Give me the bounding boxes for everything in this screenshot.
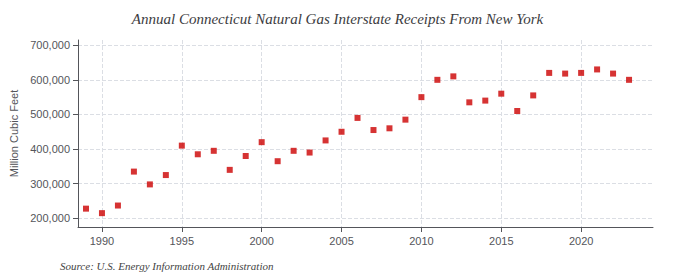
svg-text:600,000: 600,000 (30, 74, 70, 86)
svg-text:2015: 2015 (489, 235, 513, 247)
svg-text:400,000: 400,000 (30, 143, 70, 155)
svg-text:Million Cubic Feet: Million Cubic Feet (8, 90, 20, 177)
svg-text:1990: 1990 (90, 235, 114, 247)
svg-text:500,000: 500,000 (30, 108, 70, 120)
svg-text:2020: 2020 (569, 235, 593, 247)
svg-text:300,000: 300,000 (30, 178, 70, 190)
svg-text:2010: 2010 (409, 235, 433, 247)
svg-text:Annual Connecticut Natural Gas: Annual Connecticut Natural Gas Interstat… (131, 11, 544, 27)
svg-text:Source: U.S. Energy Informatio: Source: U.S. Energy Information Administ… (60, 260, 274, 272)
svg-text:2005: 2005 (329, 235, 353, 247)
svg-text:2000: 2000 (249, 235, 273, 247)
svg-text:700,000: 700,000 (30, 39, 70, 51)
svg-text:200,000: 200,000 (30, 212, 70, 224)
svg-text:1995: 1995 (170, 235, 194, 247)
